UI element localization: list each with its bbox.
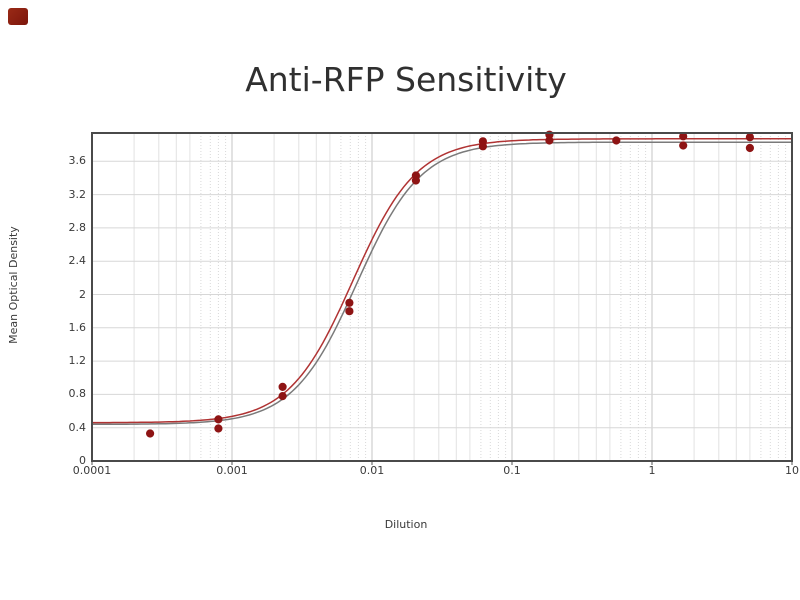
decade-gridlines <box>231 133 653 461</box>
data-point <box>214 415 223 424</box>
data-point <box>278 392 287 401</box>
y-tick-label: 1.2 <box>68 354 87 368</box>
chart-title: Anti-RFP Sensitivity <box>245 60 567 99</box>
corner-logo-mark <box>8 8 28 25</box>
data-point <box>278 382 287 391</box>
y-tick-label: 0 <box>79 454 86 467</box>
y-tick-label: 3.6 <box>68 154 87 168</box>
data-point <box>745 133 755 142</box>
data-point <box>411 176 420 185</box>
y-tick-label: 0.8 <box>68 387 87 401</box>
fit-curve-red <box>92 138 792 424</box>
data-point <box>146 429 155 438</box>
y-tick-label: 1.6 <box>68 320 87 334</box>
data-point <box>745 143 755 153</box>
y-tick-label: 3.2 <box>68 187 87 201</box>
x-tick-label: 0.1 <box>503 464 521 477</box>
data-point <box>545 136 554 145</box>
x-tick-label: 0.0001 <box>72 464 112 477</box>
data-point <box>679 141 688 150</box>
fit-curves <box>92 138 792 426</box>
y-tick-label: 2 <box>79 287 86 301</box>
x-tick-label: 10 <box>785 464 799 477</box>
data-point <box>214 424 223 433</box>
x-tick-label: 0.001 <box>216 464 248 477</box>
x-tick-label: 0.01 <box>359 464 385 477</box>
y-tick-label: 2.8 <box>68 220 87 234</box>
data-points <box>146 130 755 438</box>
plot-border <box>91 132 793 462</box>
data-point <box>345 307 354 316</box>
data-point <box>679 132 688 141</box>
fit-curve-gray <box>92 141 792 426</box>
data-point <box>345 298 354 307</box>
data-point <box>478 142 487 151</box>
x-tick-label: 1 <box>648 464 656 477</box>
data-point <box>612 136 621 145</box>
horizontal-gridlines <box>92 160 792 429</box>
y-tick-label: 0.4 <box>68 420 87 434</box>
minor-gridlines <box>133 133 787 461</box>
y-tick-label: 2.4 <box>68 254 87 268</box>
x-axis-title: Dilution <box>384 518 428 531</box>
